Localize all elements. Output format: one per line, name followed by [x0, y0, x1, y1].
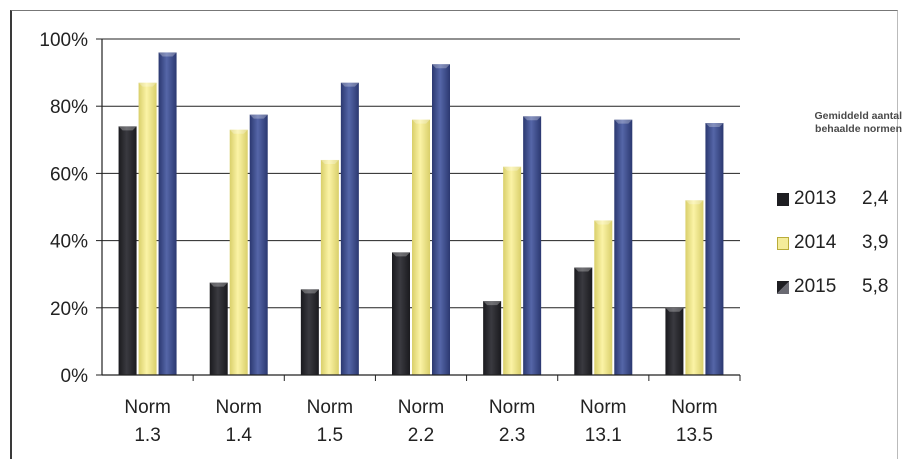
- x-tick-label: 13.5: [676, 425, 713, 446]
- bar-bevel: [138, 82, 157, 87]
- bar-2015: [158, 52, 177, 375]
- bar-bevel: [503, 166, 522, 171]
- bar-2015: [614, 119, 633, 375]
- x-tick-label: 13.1: [585, 425, 622, 446]
- bar-bevel: [340, 82, 359, 87]
- legend-series-average: 3,9: [862, 232, 889, 253]
- bar-2013: [300, 289, 319, 375]
- bar-2014: [320, 159, 339, 375]
- legend-swatch: [777, 192, 789, 206]
- legend-item-2013: 2013 2,4: [777, 186, 902, 212]
- legend-swatch: [777, 280, 789, 294]
- bar-bevel: [300, 289, 319, 294]
- legend-title: Gemiddeld aantal behaalde normen: [814, 110, 902, 135]
- x-tick-label: Norm: [124, 397, 170, 418]
- bar-2015: [523, 116, 542, 375]
- bar-2013: [483, 301, 502, 375]
- bar-bevel: [705, 123, 724, 127]
- y-tick-label: 80%: [50, 97, 88, 118]
- bar-2013: [392, 252, 410, 375]
- x-tick-label: Norm: [489, 397, 535, 418]
- bar-bevel: [392, 252, 410, 257]
- x-tick-label: Norm: [580, 397, 626, 418]
- legend-series-average: 5,8: [862, 276, 889, 297]
- bar-2014: [412, 119, 430, 375]
- x-tick-label: 1.4: [226, 425, 253, 446]
- bar-bevel: [665, 307, 684, 312]
- legend-swatch: [777, 236, 789, 250]
- y-tick-label: 20%: [50, 299, 88, 320]
- bar-bevel: [320, 159, 339, 164]
- x-tick-label: 2.3: [499, 425, 525, 446]
- bar-2013: [665, 307, 684, 375]
- bar-bevel: [685, 200, 704, 205]
- x-tick-label: Norm: [307, 397, 353, 418]
- bar-2015: [249, 114, 268, 375]
- legend-series-average: 2,4: [862, 188, 889, 209]
- bar-2013: [209, 282, 228, 375]
- legend-series-name: 2015: [794, 276, 837, 297]
- x-tick-label: 1.3: [134, 425, 160, 446]
- bar-2014: [685, 200, 704, 375]
- chart-frame: [10, 10, 898, 459]
- x-tick-label: 2.2: [408, 425, 434, 446]
- bar-2014: [229, 129, 248, 375]
- legend-series-name: 2013: [794, 188, 837, 209]
- bar-2014: [138, 82, 157, 376]
- bar-bevel: [523, 116, 542, 121]
- legend-series-name: 2014: [794, 232, 837, 253]
- bar-bevel: [412, 119, 430, 124]
- x-tick-label: Norm: [398, 397, 444, 418]
- x-tick-label: 1.5: [317, 425, 343, 446]
- y-tick-label: 0%: [61, 366, 89, 387]
- bar-bevel: [614, 119, 633, 124]
- bar-bevel: [574, 267, 593, 272]
- bar-bevel: [249, 114, 268, 119]
- bar-bevel: [594, 220, 613, 225]
- y-tick-label: 40%: [50, 232, 88, 253]
- bar-bevel: [209, 282, 228, 287]
- bar-bevel: [483, 301, 502, 306]
- x-tick-label: Norm: [671, 397, 717, 418]
- x-tick-label: Norm: [215, 397, 261, 418]
- bar-2015: [705, 123, 724, 375]
- y-tick-label: 100%: [39, 30, 88, 51]
- bar-2015: [432, 64, 450, 375]
- bar-2013: [574, 267, 593, 375]
- bar-bevel: [432, 64, 450, 69]
- bar-bevel: [229, 129, 248, 134]
- y-tick-label: 60%: [50, 164, 88, 185]
- bar-2015: [340, 82, 359, 376]
- bar-bevel: [118, 126, 137, 131]
- bar-2014: [503, 166, 522, 375]
- bar-2013: [118, 126, 137, 375]
- legend-item-2014: 2014 3,9: [777, 230, 902, 256]
- legend-item-2015: 2015 5,8: [777, 274, 902, 300]
- bar-bevel: [158, 52, 177, 57]
- bar-2014: [594, 220, 613, 375]
